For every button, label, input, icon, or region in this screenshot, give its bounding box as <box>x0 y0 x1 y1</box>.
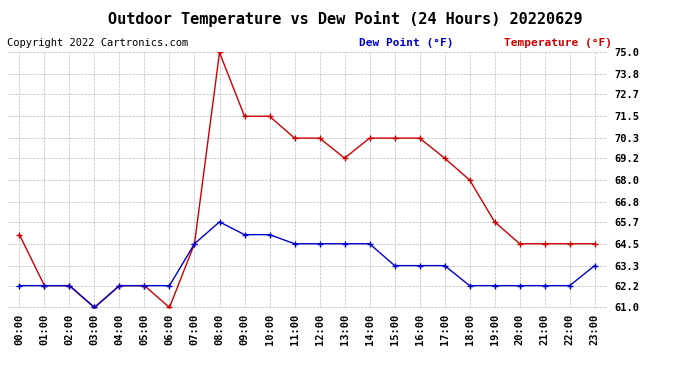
Text: Temperature (°F): Temperature (°F) <box>504 38 612 48</box>
Text: Outdoor Temperature vs Dew Point (24 Hours) 20220629: Outdoor Temperature vs Dew Point (24 Hou… <box>108 11 582 27</box>
Text: Copyright 2022 Cartronics.com: Copyright 2022 Cartronics.com <box>7 38 188 48</box>
Text: Dew Point (°F): Dew Point (°F) <box>359 38 453 48</box>
